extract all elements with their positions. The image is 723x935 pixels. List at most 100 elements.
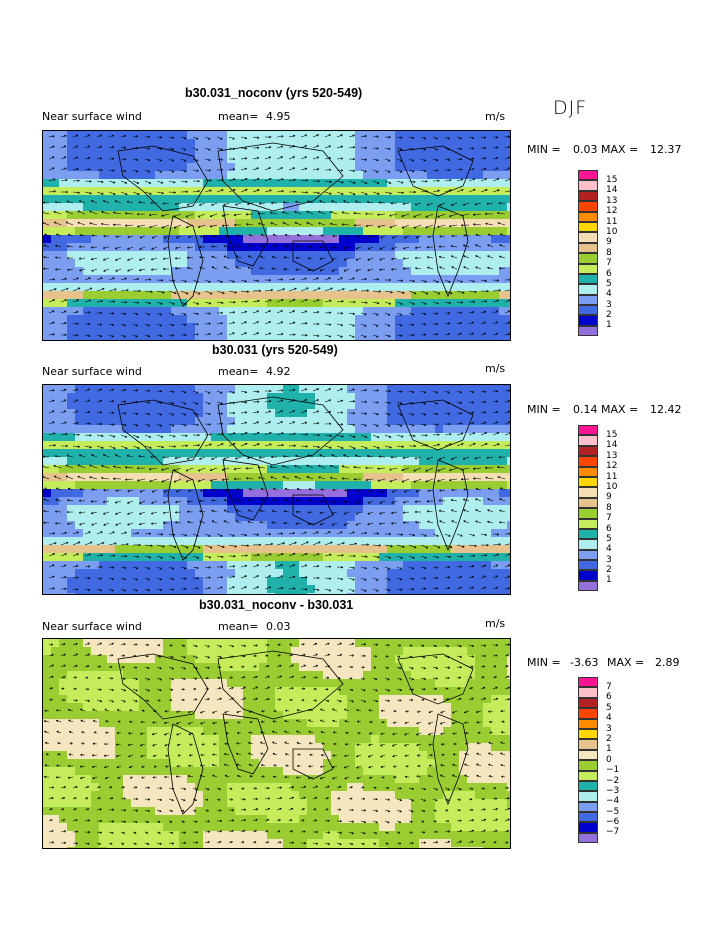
- colorbar-level-label: 7: [606, 258, 612, 269]
- colorbar-swatch: [578, 687, 598, 698]
- colorbar-level-label: 2: [606, 733, 612, 744]
- colorbar-level-label: 13: [606, 195, 618, 206]
- panel-1-mean-label: mean=: [218, 110, 259, 123]
- panel-3-title: b30.031_noconv - b30.031: [199, 598, 354, 612]
- colorbar-level-label: 1: [606, 744, 612, 755]
- colorbar-swatch: [578, 832, 598, 844]
- colorbar-swatch: [578, 739, 598, 750]
- colorbar-swatch: [578, 728, 598, 740]
- panel-2-field-label: Near surface wind: [42, 365, 142, 378]
- colorbar-swatch: [578, 760, 598, 771]
- panel-3-min-label: MIN =: [527, 656, 561, 669]
- colorbar-level-label: 6: [606, 692, 612, 703]
- panel-1-colorbar-labels: 15 14 13 12 11 10 9 8 7 6 5 4 3 2 1: [606, 175, 617, 331]
- colorbar-swatch: [578, 435, 598, 446]
- colorbar-level-label: 6: [606, 268, 612, 279]
- panel-3-max-label: MAX =: [607, 656, 645, 669]
- panel-3-colorbar-labels: 7 6 5 4 3 2 1 0 −1 −2 −3 −4 −5 −6 −7: [606, 682, 619, 838]
- colorbar-level-label: 8: [606, 247, 612, 258]
- panel-1-min-value: 0.03: [573, 143, 598, 156]
- colorbar-level-label: 11: [606, 216, 618, 227]
- colorbar-level-label: 7: [606, 682, 612, 692]
- colorbar-swatch: [578, 305, 598, 316]
- colorbar-swatch: [578, 445, 598, 457]
- colorbar-level-label: 3: [606, 554, 612, 565]
- colorbar-level-label: 5: [606, 702, 612, 713]
- colorbar-level-label: 2: [606, 565, 612, 576]
- colorbar-level-label: 2: [606, 310, 612, 321]
- colorbar-level-label: 6: [606, 523, 612, 534]
- panel-2-mean-value: 4.92: [266, 365, 291, 378]
- panel-3-units: m/s: [485, 617, 506, 630]
- colorbar-swatch: [578, 549, 598, 561]
- panel-2-title: b30.031 (yrs 520-549): [212, 343, 338, 357]
- colorbar-swatch: [578, 487, 598, 498]
- colorbar-level-label: 12: [606, 206, 618, 217]
- panel-1-min-label: MIN =: [527, 143, 561, 156]
- colorbar-level-label: −4: [606, 796, 620, 807]
- colorbar-level-label: 1: [606, 575, 612, 586]
- panel-3-max-value: 2.89: [655, 656, 680, 669]
- colorbar-swatch: [578, 801, 598, 813]
- panel-2-max-label: MAX =: [601, 403, 639, 416]
- colorbar-swatch: [578, 190, 598, 202]
- colorbar-swatch: [578, 518, 598, 529]
- panel-2-mean-label: mean=: [218, 365, 259, 378]
- colorbar-level-label: 13: [606, 450, 618, 461]
- colorbar-level-label: 9: [606, 492, 612, 503]
- colorbar-level-label: −5: [606, 806, 620, 817]
- colorbar-level-label: −1: [606, 765, 620, 776]
- colorbar-swatch: [578, 425, 598, 436]
- colorbar-swatch: [578, 211, 598, 222]
- colorbar-level-label: 10: [606, 226, 618, 237]
- colorbar-swatch: [578, 456, 598, 467]
- colorbar-swatch: [578, 497, 598, 509]
- panel-3-field-label: Near surface wind: [42, 620, 142, 633]
- panel-3-mean-label: mean=: [218, 620, 259, 633]
- panel-1-map: [42, 130, 511, 341]
- colorbar-swatch: [578, 697, 598, 709]
- colorbar-level-label: 7: [606, 513, 612, 524]
- colorbar-swatch: [578, 718, 598, 729]
- colorbar-swatch: [578, 560, 598, 571]
- panel-2-max-value: 12.42: [650, 403, 682, 416]
- colorbar-swatch: [578, 170, 598, 181]
- colorbar-swatch: [578, 749, 598, 761]
- panel-3-colorbar: [578, 677, 598, 844]
- panel-3-map: [42, 638, 511, 849]
- colorbar-swatch: [578, 221, 598, 233]
- panel-1-max-value: 12.37: [650, 143, 682, 156]
- colorbar-level-label: −2: [606, 775, 620, 786]
- colorbar-level-label: −6: [606, 817, 620, 828]
- colorbar-level-label: 8: [606, 502, 612, 513]
- colorbar-swatch: [578, 263, 598, 274]
- colorbar-swatch: [578, 232, 598, 243]
- colorbar-level-label: −7: [606, 827, 620, 838]
- colorbar-swatch: [578, 791, 598, 802]
- colorbar-swatch: [578, 253, 598, 264]
- colorbar-level-label: 4: [606, 713, 612, 724]
- colorbar-swatch: [578, 539, 598, 550]
- colorbar-swatch: [578, 708, 598, 719]
- colorbar-level-label: 15: [606, 430, 618, 440]
- colorbar-level-label: 3: [606, 723, 612, 734]
- panel-2-colorbar: [578, 425, 598, 592]
- panel-1-title: b30.031_noconv (yrs 520-549): [185, 86, 363, 100]
- colorbar-level-label: 14: [606, 440, 618, 451]
- colorbar-level-label: 12: [606, 461, 618, 472]
- panel-1-wind-field: [43, 131, 510, 340]
- colorbar-level-label: 10: [606, 481, 618, 492]
- panel-2-map: [42, 384, 511, 595]
- colorbar-swatch: [578, 508, 598, 519]
- colorbar-swatch: [578, 780, 598, 792]
- colorbar-level-label: 14: [606, 185, 618, 196]
- colorbar-swatch: [578, 580, 598, 592]
- panel-3-min-value: -3.63: [570, 656, 599, 669]
- colorbar-swatch: [578, 325, 598, 337]
- colorbar-swatch: [578, 284, 598, 295]
- colorbar-level-label: −3: [606, 785, 620, 796]
- panel-1-units: m/s: [485, 110, 506, 123]
- colorbar-swatch: [578, 677, 598, 688]
- panel-1-max-label: MAX =: [601, 143, 639, 156]
- colorbar-swatch: [578, 201, 598, 212]
